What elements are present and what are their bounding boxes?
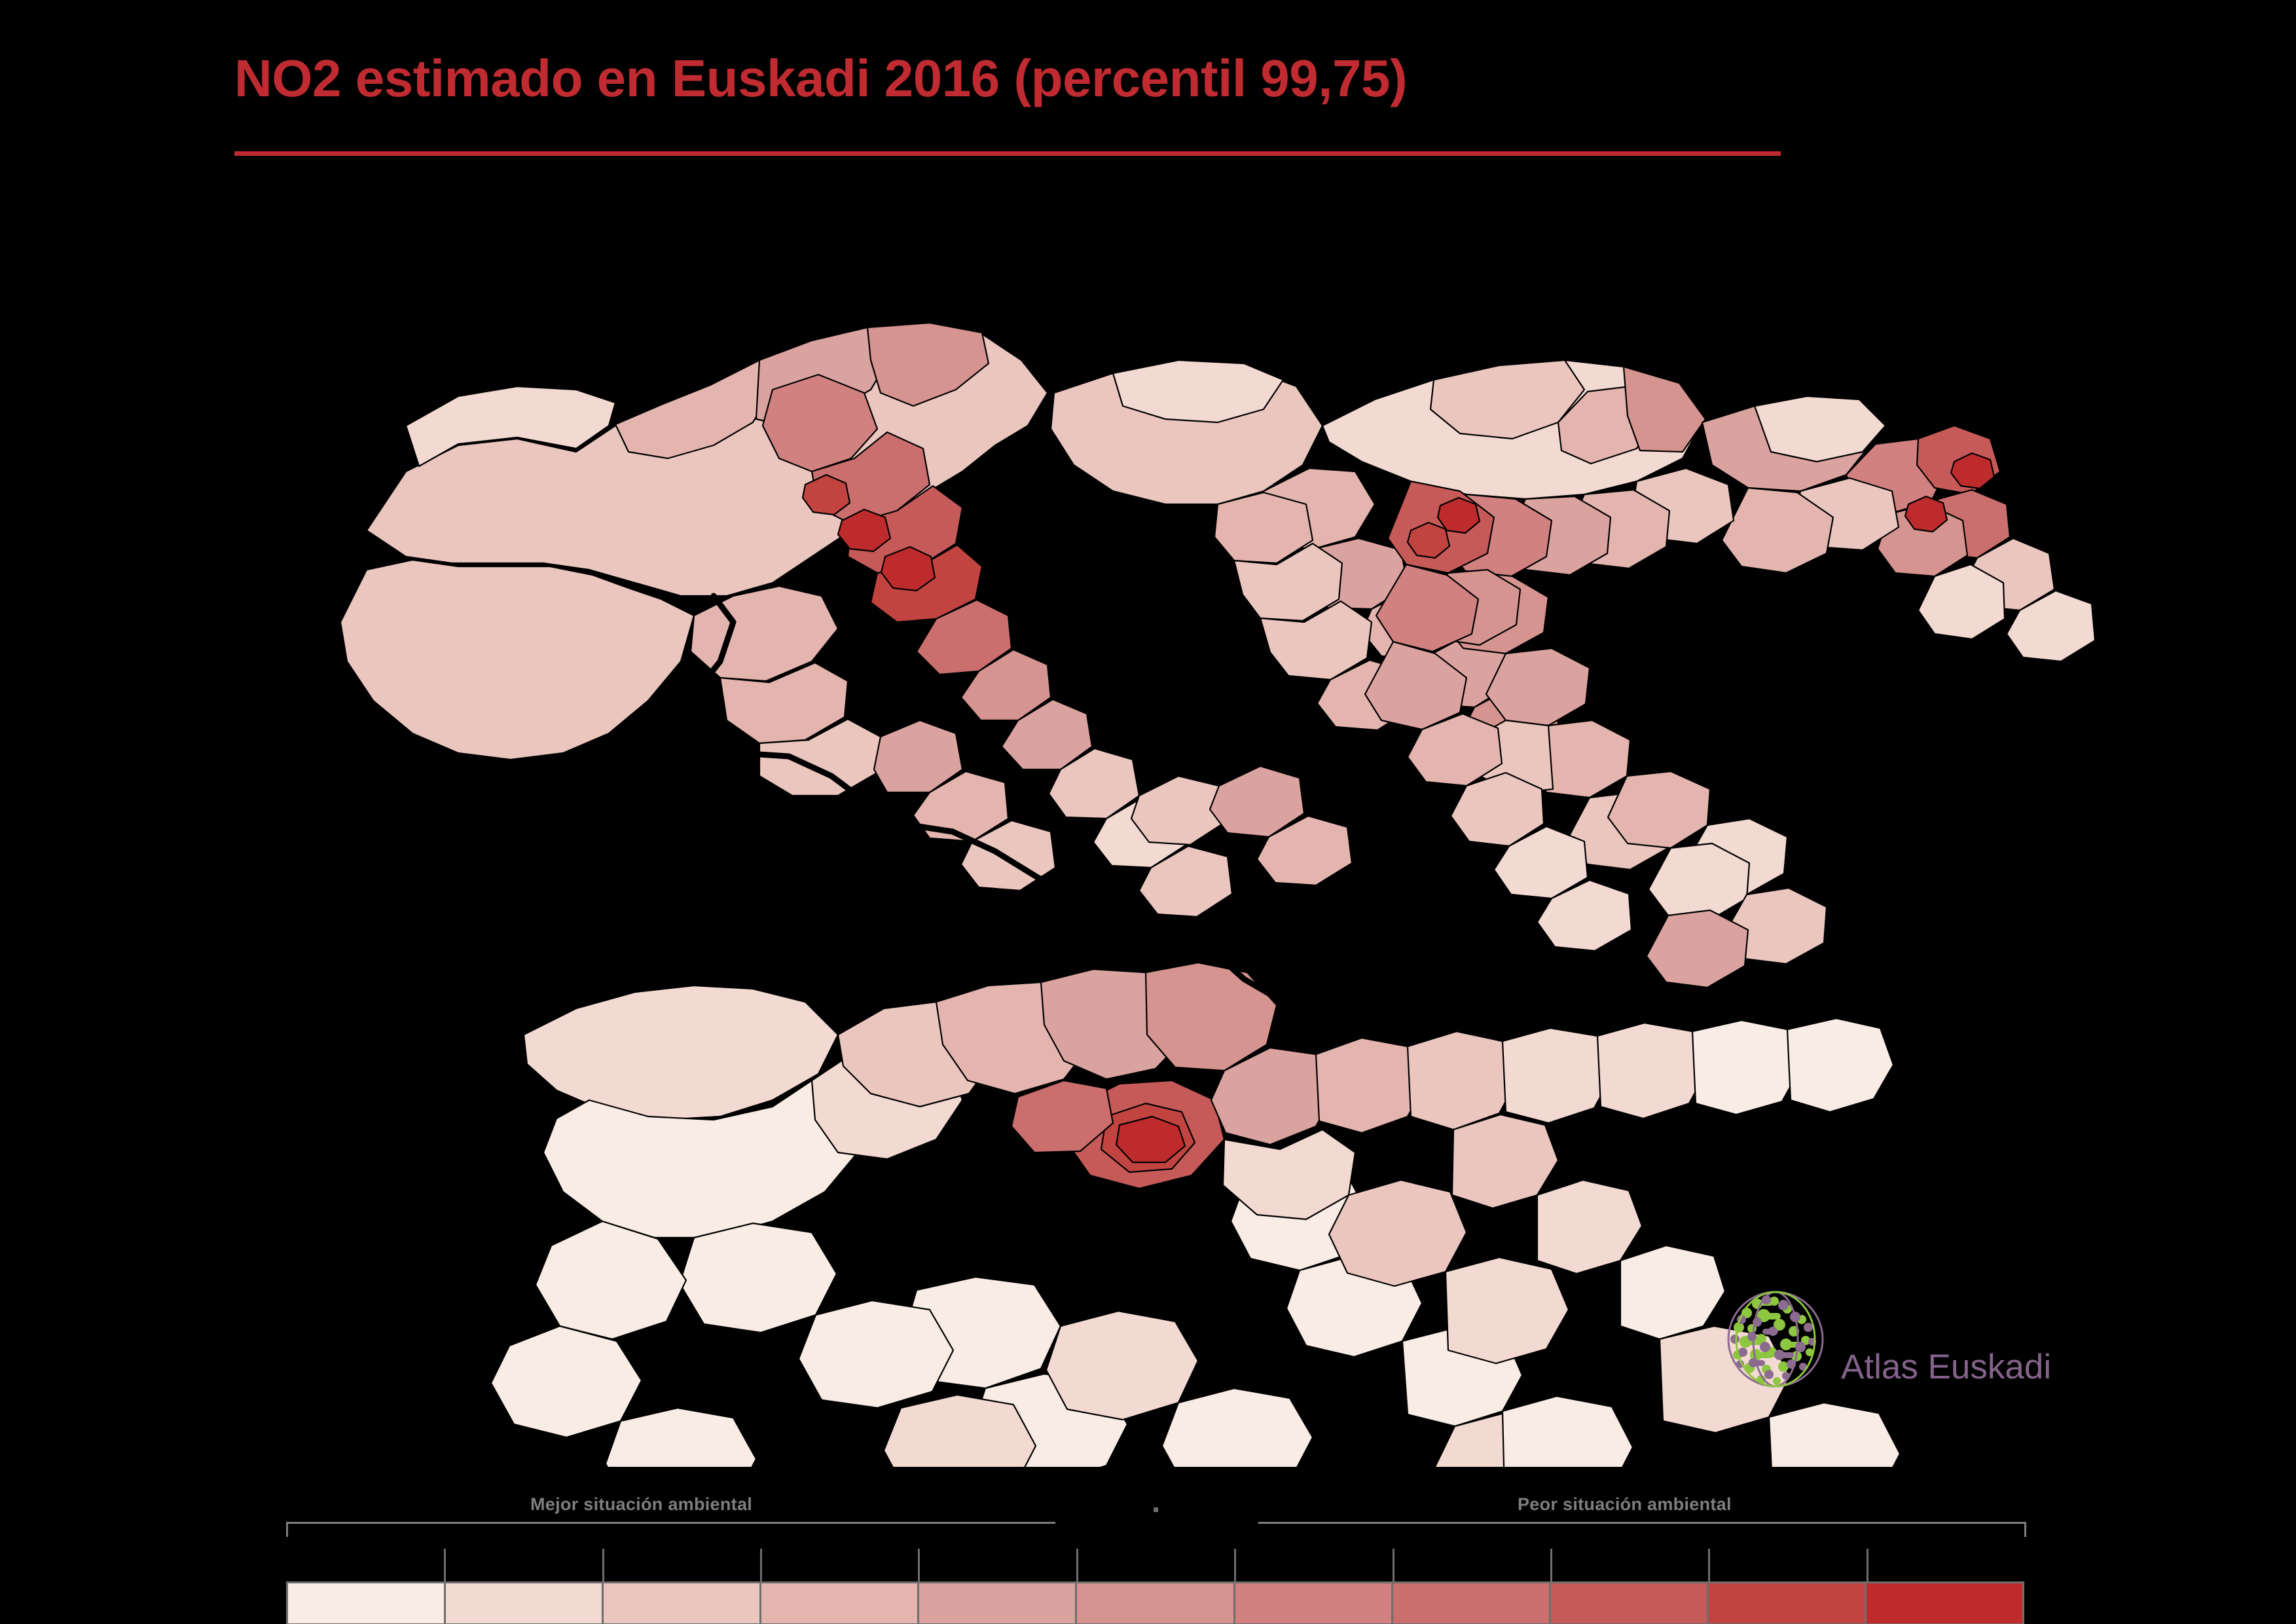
legend-midpoint-dot — [1154, 1507, 1158, 1512]
legend-tick-8 — [1550, 1549, 1552, 1581]
legend-swatch-11[interactable] — [1866, 1583, 2023, 1623]
legend-tick-10 — [1866, 1549, 1868, 1581]
legend-swatch-1[interactable] — [288, 1583, 446, 1623]
map-svg: .c1 { fill:#F8ECE4; } .c2 { fill:#F2D9D1… — [339, 322, 2096, 1467]
atlas-euskadi-logo[interactable]: Atlas Euskadi — [1723, 1287, 2064, 1431]
legend-tick-4 — [918, 1549, 920, 1581]
logo-wordmark: Atlas Euskadi — [1841, 1348, 2052, 1386]
globe-dots-icon — [1727, 1291, 1824, 1388]
legend-swatch-8[interactable] — [1393, 1583, 1551, 1623]
legend-color-scale[interactable] — [286, 1581, 2024, 1624]
legend-swatch-5[interactable] — [919, 1583, 1078, 1623]
page-title: NO2 estimado en Euskadi 2016 (percentil … — [234, 49, 1408, 107]
legend-swatch-7[interactable] — [1235, 1583, 1393, 1623]
legend-label-best: Mejor situación ambiental — [530, 1494, 753, 1514]
legend-tick-9 — [1708, 1549, 1711, 1581]
legend-bracket-best — [286, 1522, 1055, 1537]
legend-bracket-worst — [1258, 1522, 2026, 1537]
title-block: NO2 estimado en Euskadi 2016 (percentil … — [234, 51, 1806, 106]
legend-swatch-4[interactable] — [761, 1583, 920, 1623]
legend-tick-3 — [760, 1549, 763, 1581]
province-boundaries — [691, 593, 1620, 1031]
legend-swatch-9[interactable] — [1550, 1583, 1709, 1623]
legend-label-worst: Peor situación ambiental — [1518, 1494, 1732, 1514]
title-underline-rule — [234, 151, 1781, 156]
legend-swatch-6[interactable] — [1077, 1583, 1235, 1623]
legend-tick-5 — [1076, 1549, 1078, 1581]
legend-tick-7 — [1392, 1549, 1394, 1581]
legend: Mejor situación ambiental Peor situación… — [0, 1486, 2296, 1624]
legend-tick-marks — [286, 1549, 2024, 1581]
legend-swatch-3[interactable] — [604, 1583, 762, 1623]
map-polygons — [339, 322, 2096, 1467]
legend-tick-6 — [1234, 1549, 1237, 1581]
legend-swatch-2[interactable] — [446, 1583, 604, 1623]
legend-swatch-10[interactable] — [1708, 1583, 1867, 1623]
legend-tick-2 — [602, 1549, 604, 1581]
legend-tick-1 — [444, 1549, 446, 1581]
choropleth-map[interactable]: .c1 { fill:#F8ECE4; } .c2 { fill:#F2D9D1… — [0, 164, 2296, 1467]
